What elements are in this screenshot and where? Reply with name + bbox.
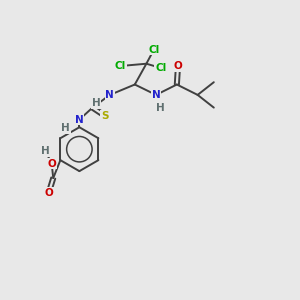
Text: Cl: Cl	[155, 63, 166, 73]
Text: O: O	[44, 188, 53, 198]
Text: N: N	[106, 90, 114, 100]
Text: N: N	[152, 90, 161, 100]
Text: Cl: Cl	[115, 61, 126, 71]
Text: H: H	[156, 103, 165, 112]
Text: H: H	[61, 123, 70, 133]
Text: S: S	[101, 111, 109, 121]
Text: O: O	[47, 158, 56, 169]
Text: H: H	[92, 98, 101, 108]
Text: N: N	[75, 115, 84, 124]
Text: O: O	[174, 61, 182, 71]
Text: H: H	[41, 146, 50, 157]
Text: Cl: Cl	[148, 45, 159, 55]
